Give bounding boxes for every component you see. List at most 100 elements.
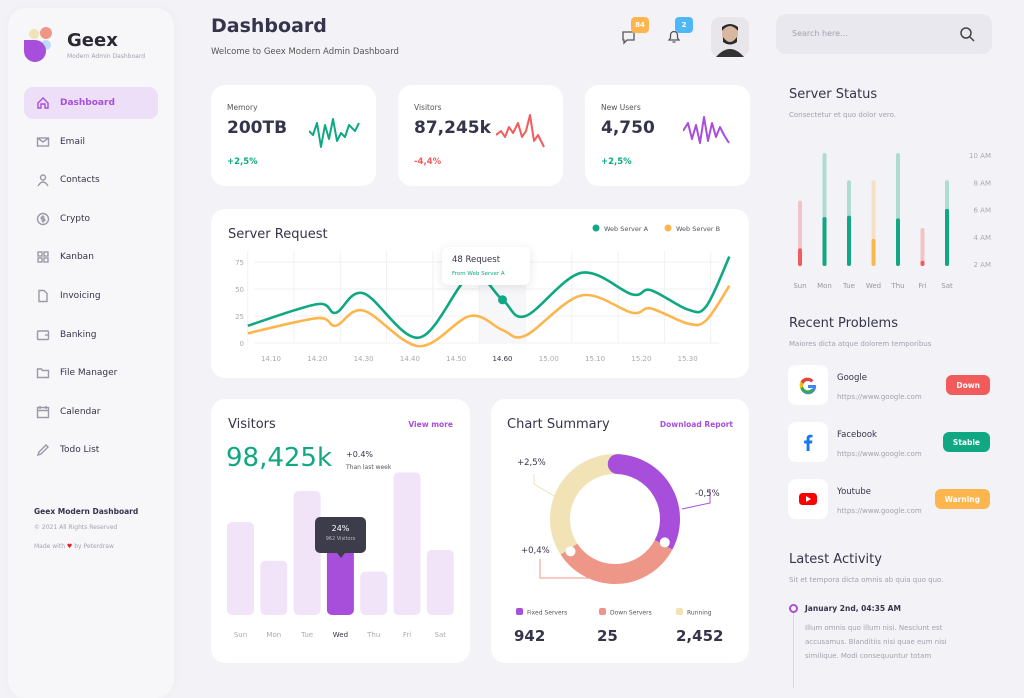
y-tick-label: 8 AM: [973, 179, 991, 187]
slice-marker: [565, 546, 576, 557]
y-tick-label: 4 AM: [973, 234, 991, 242]
bell-icon[interactable]: [666, 29, 682, 45]
avatar[interactable]: [711, 17, 749, 57]
download-report-link[interactable]: Download Report: [659, 420, 733, 429]
y-tick-label: 0: [240, 340, 244, 348]
chart-summary-card: Chart Summary Download Report -0,5% +0,4%…: [491, 399, 749, 663]
bar[interactable]: [426, 549, 454, 615]
stat-card-new-users: New Users 4,750 +2,5%: [585, 85, 750, 186]
problem-name: Facebook: [837, 430, 877, 440]
x-tick-label: 14.50: [446, 355, 466, 363]
legend-marker: [676, 608, 683, 615]
sidebar-item-contacts[interactable]: Contacts: [24, 164, 158, 196]
x-tick-label: 15.00: [539, 355, 559, 363]
sidebar-item-calendar[interactable]: Calendar: [24, 396, 158, 428]
series-line: [247, 256, 731, 339]
visitors-chart: Sun Mon Tue Wed Thu Fri Sat: [227, 472, 454, 639]
callout-line: [539, 559, 591, 579]
data-point[interactable]: [498, 295, 507, 305]
legend-marker: [516, 608, 523, 615]
visitors-title: Visitors: [228, 417, 276, 432]
view-more-link[interactable]: View more: [408, 420, 453, 429]
sidebar-item-label: Email: [60, 136, 85, 147]
sidebar-item-label: Dashboard: [60, 98, 115, 108]
sidebar-item-dashboard[interactable]: Dashboard: [24, 87, 158, 119]
stat-value: 4,750: [601, 118, 655, 138]
sidebar-item-todo-list[interactable]: Todo List: [24, 434, 158, 466]
donut-slice[interactable]: [616, 454, 680, 550]
slice-change-label: -0,5%: [695, 489, 720, 499]
footer-title: Geex Modern Dashboard: [34, 507, 139, 516]
sidebar-item-banking[interactable]: Banking: [24, 319, 158, 351]
slice-value: 25: [597, 627, 618, 645]
made-by-text: by Peterdraw: [74, 543, 114, 550]
brand-name: Geex: [67, 30, 118, 51]
x-tick-label: Wed: [333, 631, 348, 639]
slice-change-label: +2,5%: [517, 458, 546, 468]
x-tick-label: Mon: [266, 631, 281, 639]
heart-icon: ♥: [66, 543, 73, 550]
slice-value: 2,452: [676, 627, 723, 645]
facebook-logo: [788, 422, 828, 462]
sidebar-item-invoicing[interactable]: Invoicing: [24, 280, 158, 312]
activity-text: Illum omnis quo illum nisi. Nesciunt est…: [805, 621, 947, 663]
bar[interactable]: [360, 571, 388, 615]
made-with-text: Made with: [34, 543, 65, 550]
message-icon[interactable]: [621, 29, 637, 45]
y-tick-label: 6 AM: [973, 207, 991, 215]
search-input[interactable]: Search here...: [776, 14, 992, 54]
bar[interactable]: [326, 534, 354, 615]
series-line: [247, 285, 731, 348]
stat-card-memory: Memory 200TB +2,5%: [211, 85, 376, 186]
bar[interactable]: [293, 491, 321, 615]
status-badge[interactable]: Down: [946, 375, 990, 395]
problem-url[interactable]: https://www.google.com: [837, 393, 922, 401]
problem-url[interactable]: https://www.google.com: [837, 450, 922, 458]
sidebar-item-label: Todo List: [60, 445, 100, 456]
legend-label: Web Server A: [604, 225, 649, 233]
sidebar-item-crypto[interactable]: Crypto: [24, 203, 158, 235]
x-tick-label: 15.20: [631, 355, 651, 363]
visitors-value: 98,425k: [226, 443, 333, 473]
slice-change-label: +0,4%: [521, 546, 550, 556]
x-tick-label: Sun: [234, 631, 247, 639]
latest-activity-subtitle: Sit et tempora dicta omnis ab quia quo q…: [789, 576, 944, 584]
user-icon: [37, 174, 49, 187]
server-request-title: Server Request: [228, 227, 328, 242]
x-tick-label: 14.10: [261, 355, 281, 363]
server-status-title: Server Status: [789, 87, 878, 102]
tooltip-note: 962 Visitors: [325, 536, 356, 542]
legend-label: Running: [687, 610, 712, 617]
x-tick-label: Mon: [817, 282, 832, 290]
sidebar: Geex Modern Admin Dashboard Dashboard Ema…: [8, 8, 174, 698]
visitors-tooltip: 24% 962 Visitors: [315, 517, 366, 553]
bar[interactable]: [227, 522, 254, 615]
mail-icon: [36, 136, 50, 147]
recent-problems-subtitle: Maiores dicta atque dolorem temporibus: [789, 340, 932, 348]
sidebar-item-kanban[interactable]: Kanban: [24, 241, 158, 273]
status-badge[interactable]: Warning: [934, 489, 990, 509]
footer-copyright: © 2021 All Rights Reserved: [34, 524, 118, 531]
sidebar-item-email[interactable]: Email: [24, 126, 158, 158]
server-request-chart: Web Server A Web Server B 0 25 50 75 14.10 14.2…: [235, 224, 731, 363]
stat-change: +2,5%: [601, 157, 632, 167]
donut-slice[interactable]: [550, 454, 619, 555]
x-tick-label: Thu: [366, 631, 380, 639]
x-tick-label: Wed: [866, 282, 881, 290]
page-title: Dashboard: [211, 15, 327, 37]
bar[interactable]: [260, 560, 288, 615]
search-icon[interactable]: [959, 26, 975, 42]
status-badge[interactable]: Stable: [942, 432, 990, 452]
problem-url[interactable]: https://www.google.com: [837, 507, 922, 515]
youtube-logo-icon: [799, 493, 817, 505]
search-placeholder: Search here...: [792, 29, 848, 38]
callout-line: [533, 474, 560, 500]
sparkline: [496, 114, 545, 148]
legend-label: Fixed Servers: [527, 610, 567, 617]
tooltip-source: From Web Server A: [452, 271, 505, 277]
bar[interactable]: [393, 472, 421, 615]
donut-slice[interactable]: [560, 539, 673, 584]
y-tick-label: 25: [235, 313, 244, 321]
stat-value: 87,245k: [414, 118, 491, 138]
sidebar-item-file-manager[interactable]: File Manager: [24, 357, 158, 389]
